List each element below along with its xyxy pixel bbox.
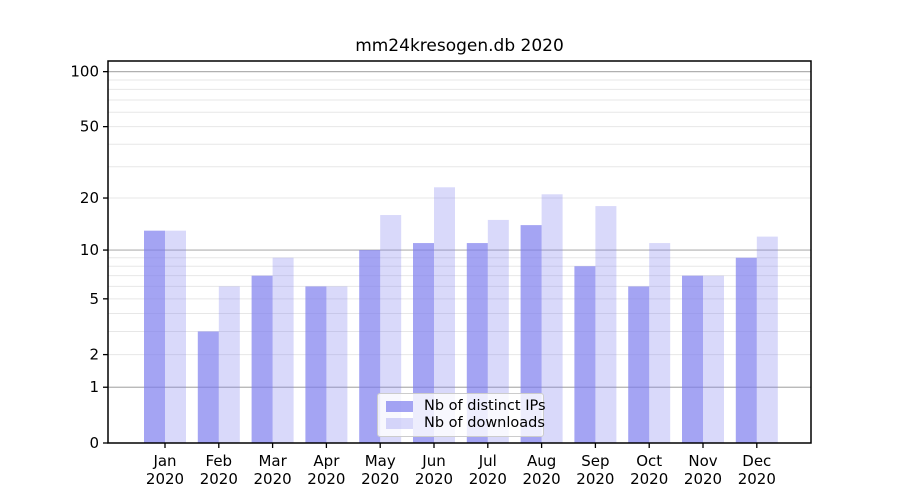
x-tick-label-jul-month: Jul [478,452,497,470]
legend-label-distinct-ips: Nb of distinct IPs [424,398,546,415]
bar-nb-of-distinct-ips-sep [574,266,596,443]
bar-nb-of-distinct-ips-jan [144,230,165,443]
x-tick-label-jan-month: Jan [152,452,176,470]
y-tick-label-5: 5 [89,290,99,308]
y-tick-label-50: 50 [80,118,99,136]
bar-nb-of-downloads-nov [703,275,724,443]
plot-frame [107,60,812,444]
x-tick-label-feb-year: 2020 [200,470,238,488]
x-tick-label-mar-year: 2020 [254,470,292,488]
x-tick-label-jan-year: 2020 [146,470,184,488]
y-tick-label-1: 1 [89,378,99,396]
x-tick-label-sep-year: 2020 [576,470,614,488]
x-tick-label-apr-month: Apr [313,452,340,470]
x-tick-label-nov-month: Nov [688,452,717,470]
bar-nb-of-distinct-ips-dec [735,257,757,443]
x-tick-label-apr-year: 2020 [307,470,345,488]
x-tick-label-oct-month: Oct [636,452,662,470]
bar-nb-of-distinct-ips-oct [628,286,650,443]
bar-nb-of-downloads-sep [595,206,617,443]
legend-swatch-downloads [386,418,413,429]
bar-nb-of-downloads-mar [272,257,294,443]
bar-nb-of-downloads-oct [649,243,671,443]
bar-nb-of-downloads-may [380,215,402,443]
bar-nb-of-downloads-feb [218,286,240,443]
x-tick-label-dec-year: 2020 [738,470,776,488]
x-tick-label-mar-month: Mar [258,452,287,470]
bar-nb-of-downloads-jun [434,187,455,443]
x-tick-label-aug-year: 2020 [523,470,561,488]
y-tick-label-2: 2 [89,346,99,364]
bar-nb-of-downloads-aug [541,194,563,443]
legend-swatch-distinct-ips [386,401,413,412]
x-tick-label-feb-month: Feb [206,452,233,470]
x-tick-label-aug-month: Aug [527,452,556,470]
x-tick-label-sep-month: Sep [581,452,609,470]
x-tick-label-oct-year: 2020 [630,470,668,488]
x-tick-label-jun-month: Jun [421,452,445,470]
y-tick-label-20: 20 [80,189,99,207]
x-tick-label-jun-year: 2020 [415,470,453,488]
bar-nb-of-downloads-jul [487,219,509,443]
bar-nb-of-downloads-jan [165,230,186,443]
bar-nb-of-distinct-ips-aug [520,225,542,443]
bar-nb-of-downloads-apr [326,286,348,443]
y-tick-label-0: 0 [89,434,99,452]
bar-nb-of-distinct-ips-feb [197,331,219,443]
x-tick-label-may-month: May [365,452,396,470]
legend-row-downloads: Nb of downloads [386,416,545,431]
x-tick-label-jul-year: 2020 [469,470,507,488]
y-tick-label-100: 100 [70,63,99,81]
bar-nb-of-distinct-ips-nov [682,275,703,443]
bar-nb-of-distinct-ips-mar [251,275,273,443]
legend: Nb of distinct IPs Nb of downloads [377,393,546,437]
x-tick-label-nov-year: 2020 [684,470,722,488]
bar-nb-of-distinct-ips-apr [305,286,327,443]
bar-nb-of-distinct-ips-may [359,250,381,443]
x-tick-label-may-year: 2020 [361,470,399,488]
y-tick-label-10: 10 [80,241,99,259]
bar-nb-of-downloads-dec [756,236,778,443]
chart-title: mm24kresogen.db 2020 [355,36,564,56]
legend-row-distinct-ips: Nb of distinct IPs [386,399,546,414]
x-tick-label-dec-month: Dec [742,452,771,470]
legend-label-downloads: Nb of downloads [424,415,545,432]
